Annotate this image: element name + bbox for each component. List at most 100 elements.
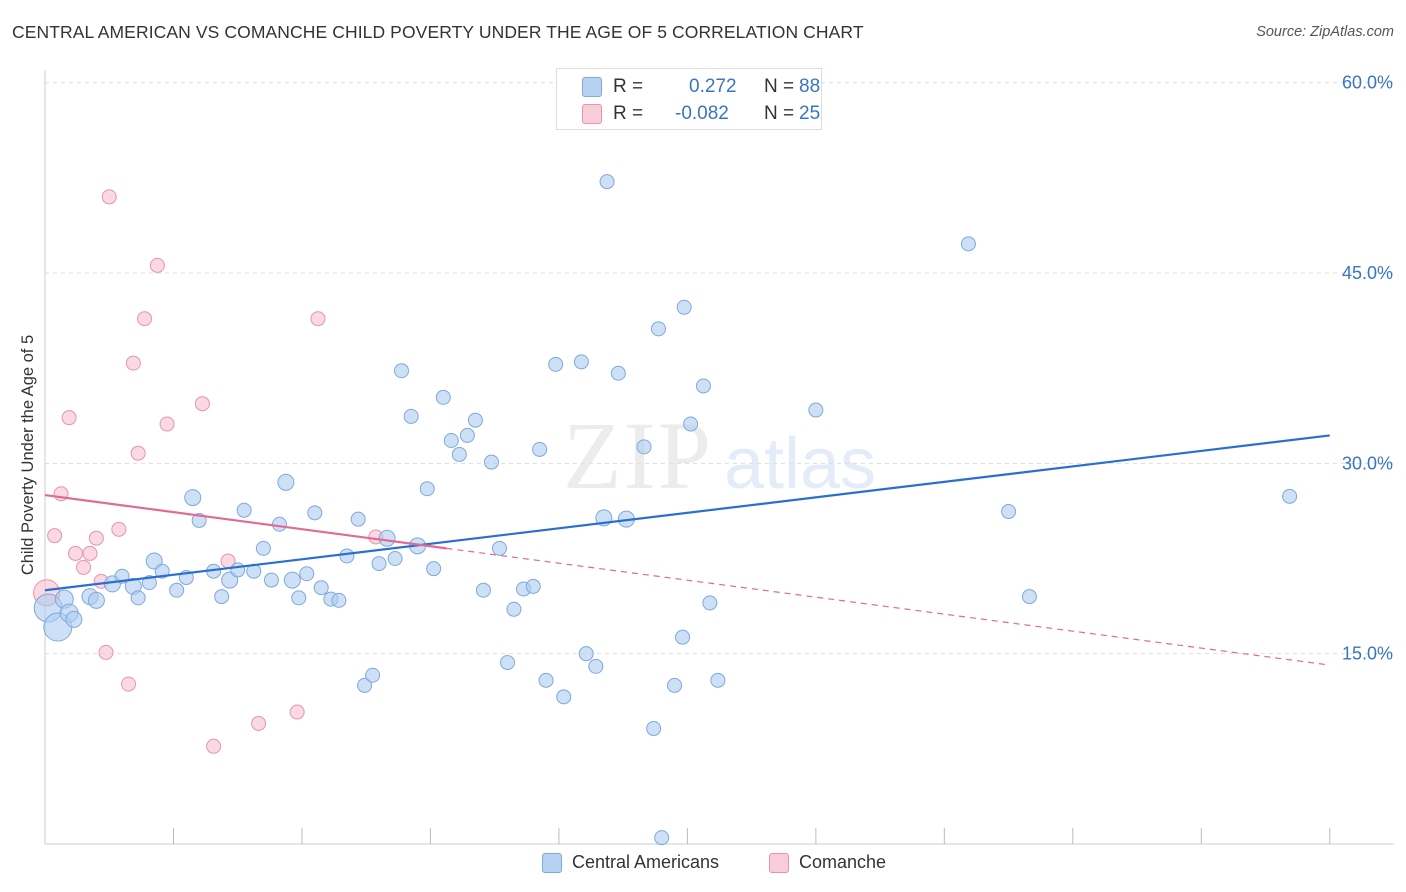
legend-label-comanche: Comanche bbox=[799, 852, 887, 872]
svg-text:atlas: atlas bbox=[724, 424, 876, 504]
central-americans-point bbox=[255, 540, 271, 556]
central-americans-point bbox=[610, 365, 626, 381]
comanche-point bbox=[68, 545, 84, 561]
central-americans-point bbox=[676, 299, 692, 315]
central-americans-point bbox=[646, 721, 662, 737]
comanche-point bbox=[121, 676, 137, 692]
comanche-point bbox=[194, 396, 210, 412]
central-americans-point bbox=[1021, 589, 1037, 605]
central-americans-point bbox=[451, 446, 467, 462]
comanche-point bbox=[159, 416, 175, 432]
central-americans-point bbox=[236, 502, 252, 518]
comanche-point bbox=[98, 644, 114, 660]
axes bbox=[44, 70, 1394, 845]
central-americans-point bbox=[387, 551, 403, 567]
central-americans-point bbox=[1001, 504, 1017, 520]
stats-n-label: N = bbox=[764, 103, 795, 124]
central-americans-point bbox=[277, 473, 295, 491]
central-americans-point bbox=[371, 556, 387, 572]
central-americans-point bbox=[271, 516, 287, 532]
stats-r-label: R = bbox=[613, 103, 644, 124]
central-americans-point bbox=[548, 356, 564, 372]
central-americans-point bbox=[299, 566, 315, 582]
central-americans-point bbox=[506, 601, 522, 617]
stats-swatch-comanche bbox=[582, 104, 602, 124]
stats-n-value: 88 bbox=[799, 76, 821, 97]
central-americans-point bbox=[443, 433, 459, 449]
central-americans-point bbox=[491, 540, 507, 556]
central-americans-point bbox=[695, 378, 711, 394]
central-americans-point bbox=[483, 454, 499, 470]
y-axis-label: Child Poverty Under the Age of 5 bbox=[19, 335, 37, 575]
y-tick-label: 45.0% bbox=[1342, 263, 1393, 283]
central-americans-point bbox=[525, 578, 541, 594]
central-americans-point bbox=[475, 582, 491, 598]
central-americans-point bbox=[331, 592, 347, 608]
watermark: ZIP atlas bbox=[563, 402, 876, 509]
central-americans-point bbox=[573, 354, 589, 370]
central-americans-point bbox=[500, 655, 516, 671]
central-americans-point bbox=[307, 505, 323, 521]
comanche-points bbox=[33, 189, 384, 754]
scatter-plot: ZIP atlas 60.0%45.0%30.0%15.0%0.0%80.0% … bbox=[19, 70, 1394, 846]
y-tick-label: 15.0% bbox=[1342, 644, 1393, 664]
central-americans-point bbox=[435, 389, 451, 405]
comanche-trend-line bbox=[44, 493, 447, 550]
central-americans-point bbox=[1282, 488, 1298, 504]
central-americans-point bbox=[357, 677, 373, 693]
legend-item-central-americans[interactable]: Central Americans bbox=[542, 852, 719, 873]
tick-labels: 60.0%45.0%30.0%15.0%0.0%80.0% bbox=[1342, 73, 1393, 664]
comanche-point bbox=[130, 445, 146, 461]
legend-label-central-americans: Central Americans bbox=[572, 852, 720, 872]
comanche-point bbox=[125, 355, 141, 371]
stats-r-value: 0.272 bbox=[689, 76, 737, 97]
trend-lines bbox=[44, 434, 1330, 666]
central-americans-point bbox=[599, 174, 615, 190]
central-americans-point bbox=[588, 658, 604, 674]
central-americans-point bbox=[556, 689, 572, 705]
central-americans-point bbox=[426, 561, 442, 577]
stats-swatch-central-americans bbox=[582, 77, 602, 97]
central-americans-point bbox=[394, 363, 410, 379]
central-americans-point bbox=[960, 236, 976, 252]
chart-title: CENTRAL AMERICAN VS COMANCHE CHILD POVER… bbox=[12, 22, 864, 42]
comanche-point bbox=[47, 528, 63, 544]
central-americans-point bbox=[532, 441, 548, 457]
central-americans-point bbox=[538, 672, 554, 688]
central-americans-point bbox=[636, 439, 652, 455]
comanche-point bbox=[137, 311, 153, 327]
central-americans-point bbox=[459, 427, 475, 443]
y-tick-label: 60.0% bbox=[1342, 73, 1393, 93]
comanche-point bbox=[206, 738, 222, 754]
central-americans-point bbox=[403, 408, 419, 424]
comanche-point bbox=[101, 189, 117, 205]
central-americans-point bbox=[184, 489, 202, 507]
central-americans-point bbox=[169, 582, 185, 598]
bottom-legend: Central Americans Comanche bbox=[0, 852, 1406, 878]
central-americans-point bbox=[667, 677, 683, 693]
comanche-point bbox=[251, 715, 267, 731]
comanche-trend-extension bbox=[446, 547, 1330, 666]
y-tick-label: 30.0% bbox=[1342, 453, 1393, 473]
stats-n-label: N = bbox=[764, 76, 795, 97]
stats-r-value: -0.082 bbox=[675, 103, 729, 124]
comanche-point bbox=[61, 410, 77, 426]
stats-legend: R = 0.272 N = 88 R = -0.082 N = 25 bbox=[556, 68, 822, 130]
central-americans-point bbox=[313, 580, 329, 596]
central-americans-point bbox=[339, 548, 355, 564]
central-americans-point bbox=[65, 610, 83, 628]
central-americans-point bbox=[283, 571, 301, 589]
central-americans-point bbox=[683, 416, 699, 432]
central-americans-point bbox=[263, 572, 279, 588]
legend-item-comanche[interactable]: Comanche bbox=[769, 852, 886, 873]
comanche-point bbox=[76, 559, 92, 575]
central-americans-point bbox=[365, 667, 381, 683]
central-americans-point bbox=[378, 529, 396, 547]
central-americans-point bbox=[214, 589, 230, 605]
central-americans-point bbox=[87, 591, 105, 609]
central-americans-point bbox=[419, 481, 435, 497]
comanche-point bbox=[82, 545, 98, 561]
comanche-point bbox=[149, 257, 165, 273]
central-americans-point bbox=[710, 672, 726, 688]
central-americans-point bbox=[467, 412, 483, 428]
